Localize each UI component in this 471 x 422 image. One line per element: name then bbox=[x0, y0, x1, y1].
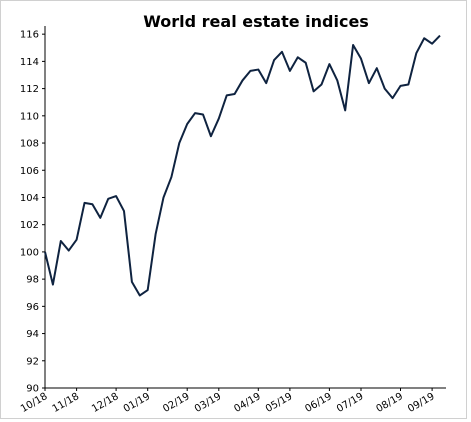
y-tick-label: 114 bbox=[20, 57, 39, 68]
data-line bbox=[44, 34, 441, 297]
x-tick-label: 08/19 bbox=[375, 391, 405, 415]
x-tick-label: 12/18 bbox=[90, 391, 120, 415]
x-tick-label: 05/19 bbox=[264, 391, 294, 415]
y-tick-label: 110 bbox=[20, 111, 39, 122]
x-tick-label: 07/19 bbox=[335, 391, 365, 415]
y-tick-label: 116 bbox=[20, 30, 39, 41]
x-tick-label: 02/19 bbox=[161, 391, 191, 415]
y-tick-label: 108 bbox=[20, 139, 39, 150]
y-tick-label: 94 bbox=[26, 329, 39, 340]
x-tick-label: 03/19 bbox=[193, 391, 223, 415]
x-tick-label: 09/19 bbox=[406, 391, 436, 415]
y-tick-label: 98 bbox=[26, 275, 39, 286]
x-tick-label: 06/19 bbox=[303, 391, 333, 415]
y-tick-label: 100 bbox=[20, 247, 39, 258]
chart-title: World real estate indices bbox=[143, 12, 369, 31]
y-tick-label: 102 bbox=[20, 220, 39, 231]
x-tick-label: 10/18 bbox=[19, 391, 49, 415]
y-tick-label: 92 bbox=[26, 356, 39, 367]
x-tick-label: 01/19 bbox=[122, 391, 152, 415]
x-tick-label: 04/19 bbox=[232, 391, 262, 415]
x-tick-label: 11/18 bbox=[51, 391, 81, 415]
y-tick-label: 90 bbox=[26, 384, 39, 395]
y-tick-label: 112 bbox=[20, 84, 39, 95]
y-tick-label: 106 bbox=[20, 166, 39, 177]
y-tick-label: 104 bbox=[20, 193, 39, 204]
y-tick-label: 96 bbox=[26, 302, 39, 313]
